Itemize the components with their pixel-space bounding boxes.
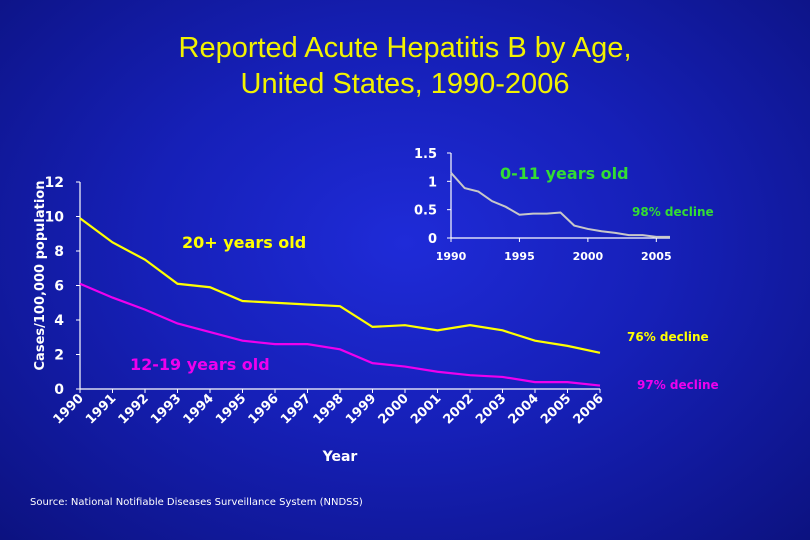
series-label-0-11: 0-11 years old bbox=[500, 164, 629, 183]
inset-x-tick-label: 1990 bbox=[436, 250, 467, 263]
main-x-tick-label: 1999 bbox=[343, 391, 379, 427]
series-label-12-19: 12-19 years old bbox=[130, 355, 270, 374]
main-y-tick-label: 0 bbox=[54, 382, 64, 398]
main-x-tick-label: 2001 bbox=[408, 391, 444, 427]
main-y-tick-label: 4 bbox=[54, 313, 64, 329]
decline-note-12-19: 97% decline bbox=[637, 378, 719, 392]
series-label-20-plus: 20+ years old bbox=[182, 233, 306, 252]
decline-note-0-11: 98% decline bbox=[632, 205, 714, 219]
source-note: Source: National Notifiable Diseases Sur… bbox=[30, 497, 363, 508]
main-x-tick-label: 1996 bbox=[246, 391, 282, 427]
main-y-tick-label: 10 bbox=[45, 210, 65, 226]
chart-title: Reported Acute Hepatitis B by Age, Unite… bbox=[0, 30, 810, 102]
y-axis-title: Cases/100,000 population bbox=[33, 181, 48, 371]
main-x-tick-label: 1992 bbox=[116, 391, 152, 427]
main-y-tick-label: 2 bbox=[54, 348, 64, 364]
main-x-tick-label: 2000 bbox=[376, 391, 412, 427]
title-line-2: United States, 1990-2006 bbox=[240, 68, 570, 100]
inset-x-tick-label: 2000 bbox=[573, 250, 604, 263]
inset-x-tick-label: 1995 bbox=[504, 250, 535, 263]
main-y-tick-label: 6 bbox=[54, 279, 64, 295]
inset-y-tick-label: 0 bbox=[428, 232, 437, 247]
inset-y-tick-label: 1 bbox=[428, 175, 437, 190]
main-x-tick-label: 1994 bbox=[181, 391, 217, 427]
main-x-tick-label: 2006 bbox=[571, 391, 607, 427]
main-x-tick-label: 1997 bbox=[278, 391, 314, 427]
series-line-age-20-plus bbox=[79, 217, 601, 354]
inset-y-tick-label: 0.5 bbox=[414, 204, 437, 219]
main-y-tick-label: 12 bbox=[45, 175, 64, 191]
main-x-tick-label: 2003 bbox=[473, 391, 509, 427]
main-x-tick-label: 2004 bbox=[506, 391, 542, 427]
inset-y-tick-label: 1.5 bbox=[414, 147, 437, 162]
title-line-1: Reported Acute Hepatitis B by Age, bbox=[178, 32, 632, 64]
inset-x-tick-label: 2005 bbox=[641, 250, 672, 263]
main-x-tick-label: 2002 bbox=[441, 391, 477, 427]
series-line-age-0-11 bbox=[450, 172, 670, 238]
main-x-tick-label: 1993 bbox=[148, 391, 184, 427]
x-axis-title: Year bbox=[322, 449, 358, 465]
main-x-tick-label: 1991 bbox=[83, 391, 119, 427]
main-x-tick-label: 1995 bbox=[213, 391, 249, 427]
main-x-tick-label: 1998 bbox=[311, 391, 347, 427]
main-x-tick-label: 2005 bbox=[538, 391, 574, 427]
series-line-age-12-19 bbox=[79, 282, 601, 387]
main-y-tick-label: 8 bbox=[54, 244, 64, 260]
decline-note-20-plus: 76% decline bbox=[627, 330, 709, 344]
